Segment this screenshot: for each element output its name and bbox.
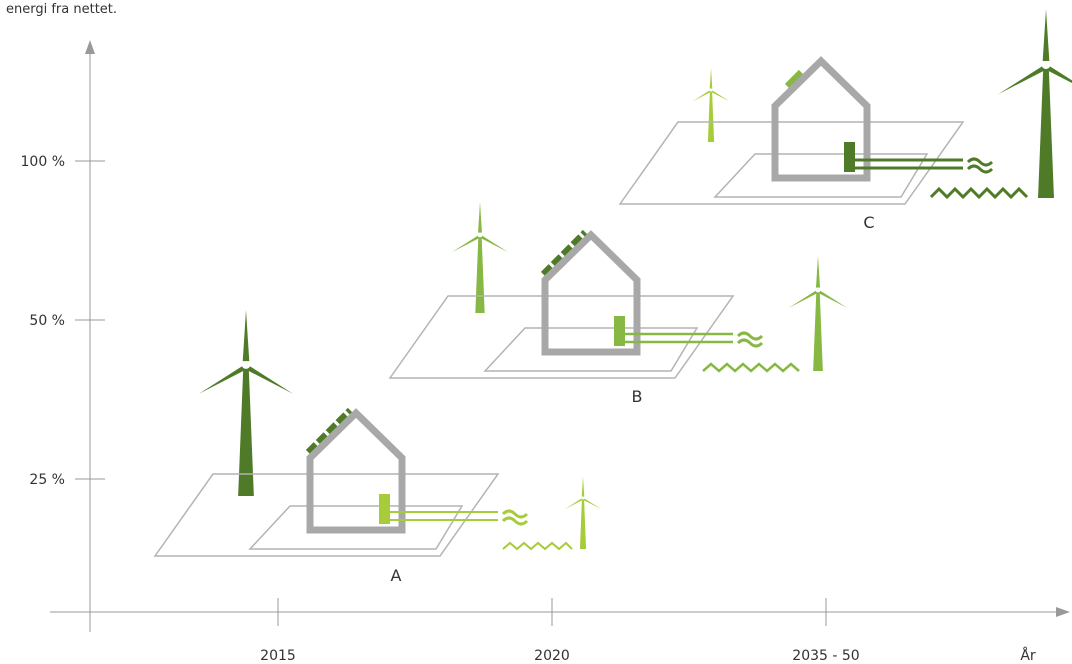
y-arrow [85,40,95,54]
house-label: C [863,213,874,232]
house-label: B [632,387,643,406]
house-label: A [391,566,402,585]
x-label: 2020 [534,648,570,664]
header-text: energi fra nettet. [6,2,117,17]
y-label: 25 % [29,472,65,488]
wind-turbine [998,9,1072,198]
x-arrow [1056,607,1070,617]
x-label: 2015 [260,648,296,664]
wind-turbine [199,310,293,496]
y-label: 50 % [29,313,65,329]
wind-turbine [692,68,729,142]
wind-turbine [789,256,847,371]
house-b: B [390,232,799,406]
x-axis-title: År [1020,647,1036,664]
diagram: energi fra nettet. 100 % 50 % 25 % 2015 … [0,0,1072,664]
x-label: 2035 - 50 [792,648,859,664]
y-label: 100 % [21,154,65,170]
house-a: A [155,410,572,585]
house-c: C [620,61,1027,232]
wind-turbine [565,477,602,549]
